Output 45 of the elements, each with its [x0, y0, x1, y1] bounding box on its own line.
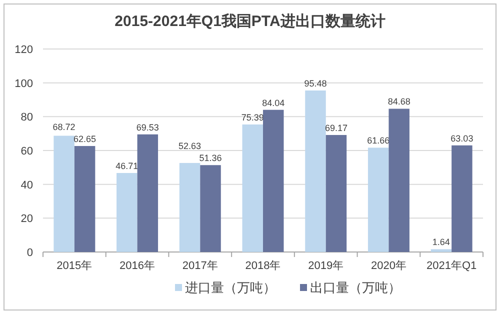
data-label: 68.72 — [52, 122, 76, 132]
bar — [430, 249, 452, 252]
bar — [54, 136, 74, 252]
y-tick-label: 0 — [26, 247, 33, 259]
data-label: 61.66 — [367, 136, 390, 146]
data-label: 62.65 — [74, 134, 96, 144]
y-tick-label: 20 — [20, 213, 33, 226]
data-label: 46.71 — [116, 160, 138, 171]
x-tick-label: 2015年 — [56, 260, 92, 272]
y-tick-label: 120 — [14, 44, 33, 56]
bar — [179, 162, 200, 252]
bar — [200, 165, 221, 252]
data-label: 51.36 — [199, 153, 222, 164]
data-label: 63.03 — [450, 133, 474, 144]
chart-title: 2015-2021年Q1我国PTA进出口数量统计 — [114, 13, 386, 30]
bar — [326, 134, 347, 252]
x-tick-label: 2016年 — [120, 260, 156, 272]
data-label: 69.53 — [136, 122, 159, 132]
bar — [452, 145, 472, 252]
data-label: 69.17 — [324, 122, 348, 133]
bar — [263, 110, 284, 252]
bar — [388, 108, 410, 252]
legend-label: 出口量（万吨） — [310, 280, 401, 295]
data-label: 95.48 — [304, 78, 327, 88]
x-tick-label: 2021年Q1 — [426, 260, 477, 272]
bar — [242, 124, 263, 252]
data-label: 52.63 — [178, 141, 202, 152]
y-tick-label: 100 — [14, 78, 33, 90]
data-label: 84.04 — [262, 98, 285, 108]
data-label: 84.68 — [388, 96, 410, 107]
bar — [116, 172, 138, 252]
y-tick-label: 60 — [20, 146, 33, 158]
data-label: 1.64 — [432, 237, 450, 248]
bar — [368, 148, 389, 252]
bar — [137, 134, 158, 252]
x-tick-label: 2020年 — [370, 260, 406, 272]
bar — [74, 146, 96, 252]
y-tick-label: 40 — [20, 179, 33, 192]
y-tick-label: 80 — [20, 112, 33, 124]
x-tick-label: 2019年 — [308, 260, 344, 272]
data-label: 75.39 — [241, 112, 264, 122]
legend-label: 进口量（万吨） — [185, 280, 276, 295]
x-tick-label: 2018年 — [245, 260, 281, 272]
x-tick-label: 2017年 — [182, 260, 218, 272]
bar — [305, 90, 326, 252]
